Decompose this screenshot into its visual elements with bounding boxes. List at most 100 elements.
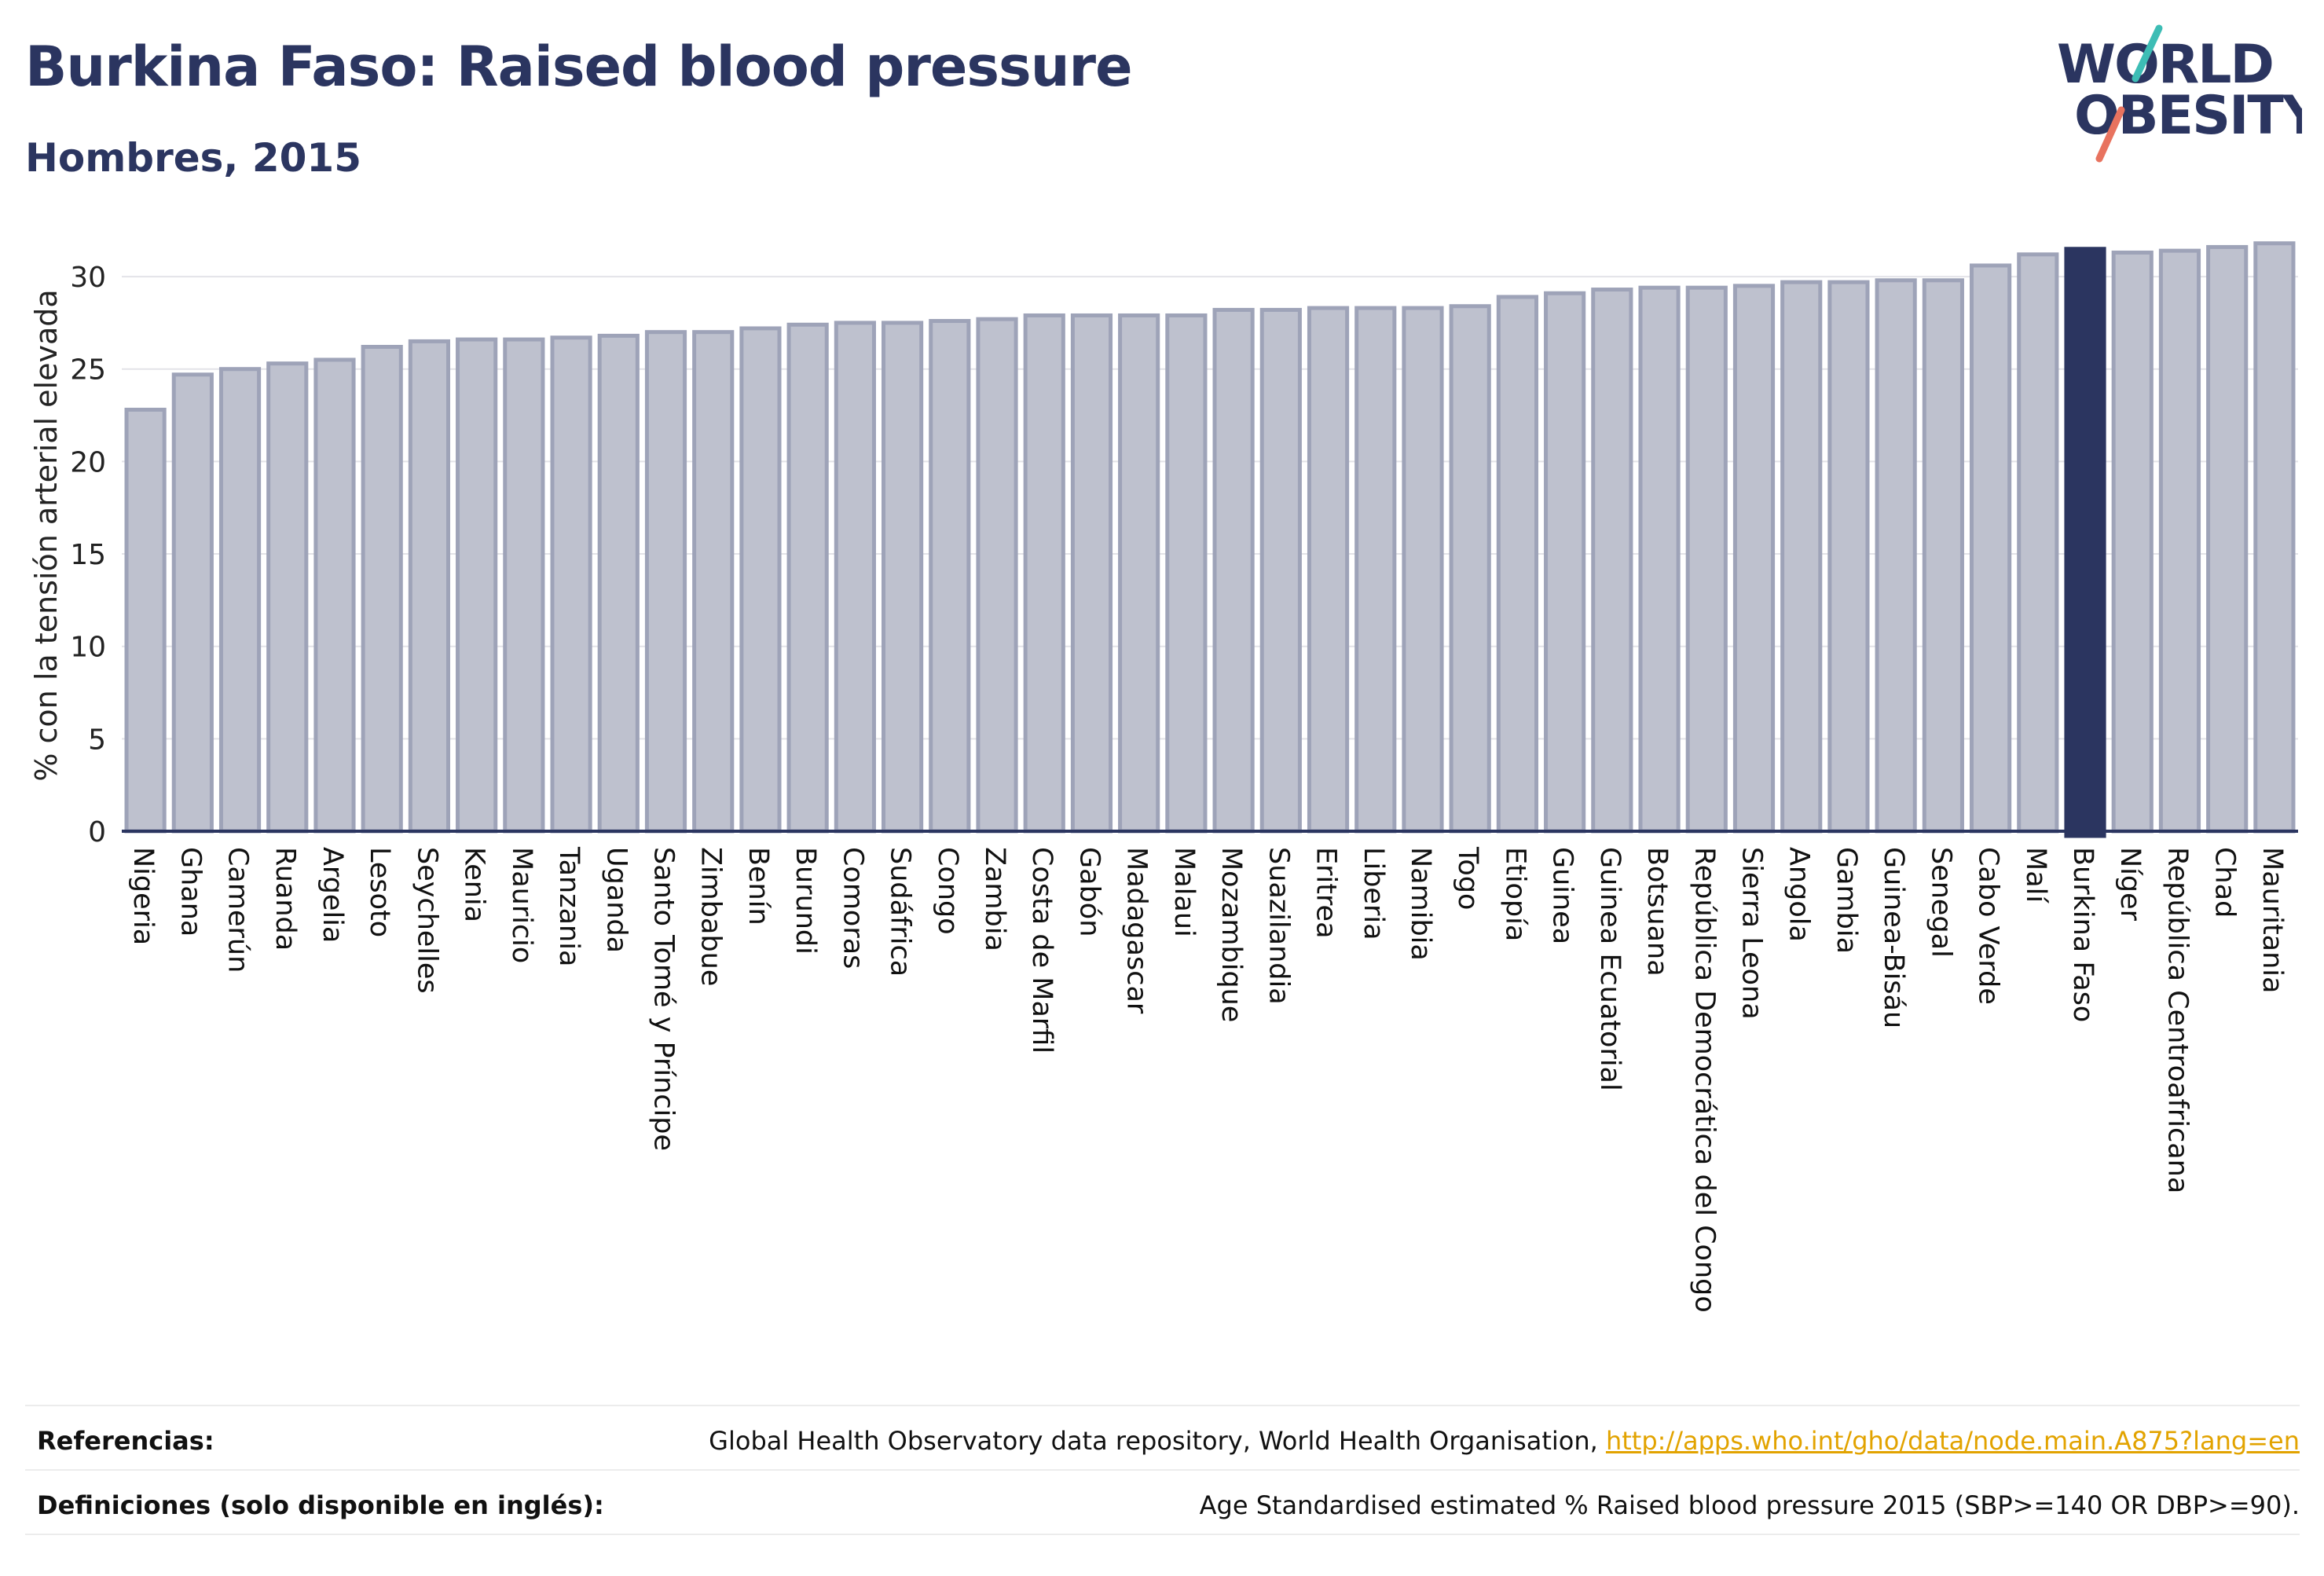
y-tick-label: 30 — [70, 262, 106, 294]
x-tick-label: Gabón — [1073, 847, 1105, 936]
bar-mauricio — [503, 337, 545, 834]
x-tick-label: Suazilandia — [1263, 847, 1294, 1005]
x-tick-label: Sudáfrica — [885, 847, 916, 977]
definitions-label: Definiciones (solo disponible en inglés)… — [37, 1490, 604, 1520]
bar-congo — [929, 319, 971, 834]
bar-ruanda — [266, 361, 309, 834]
bar-guinea-ecuatorial — [1591, 288, 1633, 834]
x-tick-label: Argelia — [317, 847, 348, 943]
y-tick-label: 0 — [88, 816, 106, 848]
x-tick-label: Congo — [932, 847, 963, 935]
bar-etiop-a — [1496, 295, 1538, 834]
bar-uganda — [597, 333, 640, 834]
bar-seychelles — [408, 339, 451, 834]
references-value: Global Health Observatory data repositor… — [709, 1426, 2300, 1456]
x-tick-label: Níger — [2114, 847, 2146, 922]
bar-burkina-faso — [2064, 247, 2106, 838]
bar-cabo-verde — [1970, 263, 2012, 834]
bar-sud-frica — [882, 321, 924, 834]
bar-namibia — [1402, 306, 1444, 834]
bar-ghana — [171, 372, 214, 834]
x-tick-label: Costa de Marfil — [1026, 847, 1058, 1054]
y-tick-label: 5 — [88, 724, 106, 756]
logo-slash-coral — [2095, 106, 2125, 163]
bar-suazilandia — [1259, 307, 1302, 834]
logo-slash-teal — [2132, 24, 2163, 82]
bar-sierra-leona — [1732, 284, 1776, 834]
footer-divider-top — [25, 1405, 2300, 1406]
bar-burundi — [786, 322, 829, 834]
references-label: Referencias: — [37, 1426, 214, 1456]
bar-guinea-bis-u — [1875, 278, 1917, 834]
x-tick-label: Eritrea — [1310, 847, 1342, 939]
x-tick-label: Etiopía — [1499, 847, 1530, 941]
bar-angola — [1780, 280, 1823, 834]
x-tick-label: Angola — [1783, 847, 1815, 942]
bar-n-ger — [2111, 250, 2154, 834]
x-tick-label: Mauricio — [506, 847, 537, 963]
bar-botsuana — [1638, 285, 1681, 834]
bar-senegal — [1922, 278, 1964, 834]
world-obesity-logo: WORLD OBESITY — [2057, 24, 2302, 163]
x-tick-label: Mauritania — [2256, 847, 2288, 993]
x-tick-label: Namibia — [1405, 847, 1436, 961]
y-axis-label: % con la tensión arterial elevada — [29, 289, 64, 781]
bar-kenia — [456, 337, 498, 834]
x-tick-label: Tanzania — [553, 846, 585, 966]
x-tick-label: Mozambique — [1215, 847, 1247, 1022]
y-tick-label: 15 — [70, 539, 106, 571]
x-tick-label: Ghana — [174, 847, 206, 936]
x-tick-label: Guinea Ecuatorial — [1594, 847, 1626, 1091]
bar-tanzania — [550, 335, 592, 834]
x-tick-label: Liberia — [1358, 847, 1389, 940]
x-tick-label: Senegal — [1925, 847, 1956, 958]
x-tick-label: Uganda — [600, 847, 632, 953]
x-tick-label: Benín — [742, 847, 774, 925]
x-tick-label: Malaui — [1168, 847, 1200, 937]
bar-ben-n — [739, 326, 782, 834]
bar-gambia — [1827, 280, 1870, 834]
x-tick-label: Kenia — [459, 847, 490, 922]
x-tick-label: Lesoto — [364, 847, 395, 937]
x-tick-label: Sierra Leona — [1736, 847, 1768, 1020]
x-tick-label: Ruanda — [269, 847, 301, 951]
bar-lesoto — [361, 344, 403, 834]
x-tick-label: Burkina Faso — [2067, 847, 2099, 1022]
bar-chad — [2206, 244, 2249, 834]
x-tick-label: Burundi — [790, 847, 821, 955]
x-tick-label: Zambia — [979, 847, 1010, 951]
bar-nigeria — [124, 407, 167, 834]
bar-zimbabue — [692, 330, 735, 834]
bar-guinea — [1544, 291, 1586, 834]
logo-line1: WORLD — [2057, 34, 2273, 96]
x-tick-label: Nigeria — [127, 847, 159, 945]
bar-camer-n — [218, 367, 262, 834]
x-tick-label: Togo — [1452, 846, 1483, 910]
bar-liberia — [1354, 306, 1397, 834]
x-tick-label: Guinea — [1547, 847, 1578, 944]
definitions-value: Age Standardised estimated % Raised bloo… — [1199, 1490, 2300, 1520]
x-tick-label: Madagascar — [1121, 847, 1153, 1014]
bars — [124, 241, 2296, 838]
bar-rep-blica-centroafricana — [2158, 248, 2201, 834]
bar-gab-n — [1070, 313, 1113, 834]
bar-mal- — [2017, 252, 2059, 834]
bar-malaui — [1165, 313, 1208, 834]
chart-title: Burkina Faso: Raised blood pressure — [25, 35, 1133, 99]
references-link[interactable]: http://apps.who.int/gho/data/node.main.A… — [1605, 1426, 2300, 1456]
bar-argelia — [313, 357, 356, 834]
y-tick-label: 25 — [70, 354, 106, 387]
bar-eritrea — [1307, 306, 1350, 834]
x-axis-labels: Nigeria Ghana Camerún Ruanda Argelia Lesoto Se… — [127, 846, 2288, 1313]
bar-santo-tom-y-pr-ncipe — [644, 330, 687, 834]
y-tick-label: 20 — [70, 446, 106, 478]
chart-subtitle: Hombres, 2015 — [25, 135, 361, 181]
x-tick-label: Guinea-Bisáu — [1878, 847, 1909, 1028]
bar-mozambique — [1212, 307, 1255, 834]
x-tick-label: Seychelles — [411, 847, 442, 994]
footer-divider-bottom — [25, 1534, 2300, 1535]
y-axis-ticks: 0 5 10 15 20 25 30 — [70, 262, 106, 848]
bar-rep-blica-democr-tica-del-congo — [1685, 285, 1728, 834]
x-tick-label: Botsuana — [1641, 847, 1673, 977]
x-tick-label: Gambia — [1831, 847, 1862, 954]
